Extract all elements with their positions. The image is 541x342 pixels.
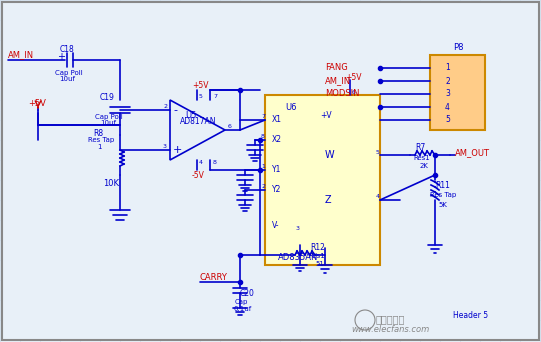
- Text: 7: 7: [261, 115, 265, 119]
- Text: U5: U5: [185, 110, 196, 119]
- Text: AD817AN: AD817AN: [180, 118, 216, 127]
- Text: 2K: 2K: [420, 163, 429, 169]
- Text: Y2: Y2: [272, 185, 281, 195]
- Text: 8: 8: [213, 159, 217, 165]
- Text: AM_IN: AM_IN: [8, 51, 34, 60]
- Text: X1: X1: [272, 116, 282, 124]
- Text: 2: 2: [261, 184, 265, 189]
- Text: 4: 4: [376, 195, 380, 199]
- Text: 6: 6: [352, 90, 356, 94]
- Text: 0.1uf: 0.1uf: [233, 306, 251, 312]
- Text: +5V: +5V: [28, 98, 46, 107]
- Text: 3: 3: [445, 90, 450, 98]
- Text: +5V: +5V: [192, 80, 208, 90]
- Text: C18: C18: [60, 45, 75, 54]
- Text: FANG: FANG: [325, 64, 348, 73]
- Text: Res Tap: Res Tap: [88, 137, 114, 143]
- Text: C19: C19: [100, 93, 115, 103]
- Text: P8: P8: [453, 43, 464, 53]
- Text: +: +: [57, 52, 65, 62]
- Text: 1: 1: [261, 165, 265, 170]
- Text: X2: X2: [272, 135, 282, 145]
- Text: Res1: Res1: [308, 253, 325, 259]
- Text: V-: V-: [272, 221, 280, 229]
- Text: +V: +V: [320, 110, 332, 119]
- Text: 3: 3: [296, 225, 300, 231]
- Text: W: W: [325, 150, 335, 160]
- Text: 5K: 5K: [438, 202, 447, 208]
- Text: R7: R7: [415, 144, 425, 153]
- Text: U6: U6: [285, 104, 296, 113]
- Text: 10uf: 10uf: [59, 76, 75, 82]
- Bar: [430, 55, 485, 130]
- Text: +: +: [173, 145, 182, 155]
- Text: 10K: 10K: [103, 179, 119, 187]
- Text: R11: R11: [435, 181, 450, 189]
- Text: 6: 6: [228, 124, 232, 130]
- Text: 3: 3: [163, 145, 167, 149]
- Text: -5V: -5V: [192, 171, 205, 180]
- Text: AD835AN: AD835AN: [278, 253, 318, 263]
- Text: 4: 4: [199, 159, 203, 165]
- Text: 10uf: 10uf: [100, 120, 116, 126]
- Text: Y1: Y1: [272, 166, 281, 174]
- Text: MODSIN: MODSIN: [325, 90, 360, 98]
- Text: Res Tap: Res Tap: [430, 192, 456, 198]
- Text: R12: R12: [310, 244, 325, 252]
- Text: CARRY: CARRY: [200, 274, 228, 282]
- Text: -: -: [173, 105, 177, 115]
- Text: Cap Poll: Cap Poll: [55, 70, 83, 76]
- Text: R8: R8: [93, 129, 103, 137]
- Text: AM_IN: AM_IN: [325, 77, 351, 86]
- Text: 2: 2: [445, 77, 450, 86]
- Text: +5V: +5V: [345, 74, 361, 82]
- Text: 7: 7: [213, 94, 217, 100]
- Text: 1: 1: [97, 144, 102, 150]
- Text: AM_OUT: AM_OUT: [455, 148, 490, 158]
- Text: 8: 8: [261, 134, 265, 140]
- Text: 2: 2: [163, 105, 167, 109]
- Text: 电子发烧友: 电子发烧友: [375, 314, 405, 324]
- Text: C20: C20: [240, 289, 255, 298]
- Text: www.elecfans.com: www.elecfans.com: [351, 325, 429, 334]
- Bar: [265, 95, 380, 265]
- Text: Z: Z: [325, 195, 332, 205]
- Text: 5: 5: [445, 116, 450, 124]
- Text: Cap: Cap: [235, 299, 248, 305]
- Text: Header 5: Header 5: [453, 311, 488, 319]
- Text: 5: 5: [376, 149, 380, 155]
- Text: Cap Poll: Cap Poll: [95, 114, 123, 120]
- Text: 1: 1: [445, 64, 450, 73]
- Text: 5: 5: [199, 94, 203, 100]
- Text: 51: 51: [315, 261, 324, 267]
- Text: Res1: Res1: [413, 155, 430, 161]
- Text: 4: 4: [445, 103, 450, 111]
